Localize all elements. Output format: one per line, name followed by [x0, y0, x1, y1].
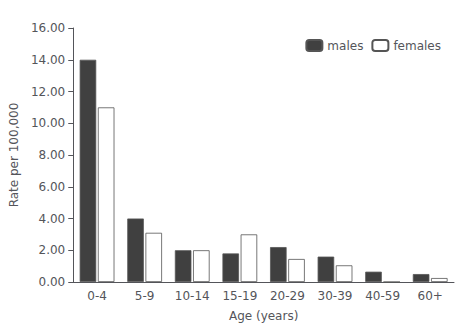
svg-text:4.00: 4.00	[39, 212, 66, 226]
svg-text:Age (years): Age (years)	[229, 309, 298, 323]
svg-text:males: males	[327, 39, 363, 53]
svg-text:6.00: 6.00	[39, 180, 66, 194]
svg-text:15-19: 15-19	[222, 289, 257, 303]
svg-text:60+: 60+	[418, 289, 443, 303]
svg-text:0-4: 0-4	[87, 289, 107, 303]
svg-text:10-14: 10-14	[175, 289, 210, 303]
svg-text:14.00: 14.00	[31, 53, 65, 67]
svg-text:0.00: 0.00	[39, 275, 66, 289]
svg-text:20-29: 20-29	[270, 289, 305, 303]
svg-text:Rate per 100,000: Rate per 100,000	[7, 103, 21, 208]
svg-text:30-39: 30-39	[318, 289, 353, 303]
svg-text:12.00: 12.00	[31, 85, 65, 99]
svg-text:females: females	[393, 39, 441, 53]
svg-text:10.00: 10.00	[31, 116, 65, 130]
svg-text:2.00: 2.00	[39, 243, 66, 257]
svg-text:5-9: 5-9	[135, 289, 155, 303]
svg-text:16.00: 16.00	[31, 21, 65, 35]
svg-text:8.00: 8.00	[39, 148, 66, 162]
svg-text:40-59: 40-59	[365, 289, 400, 303]
